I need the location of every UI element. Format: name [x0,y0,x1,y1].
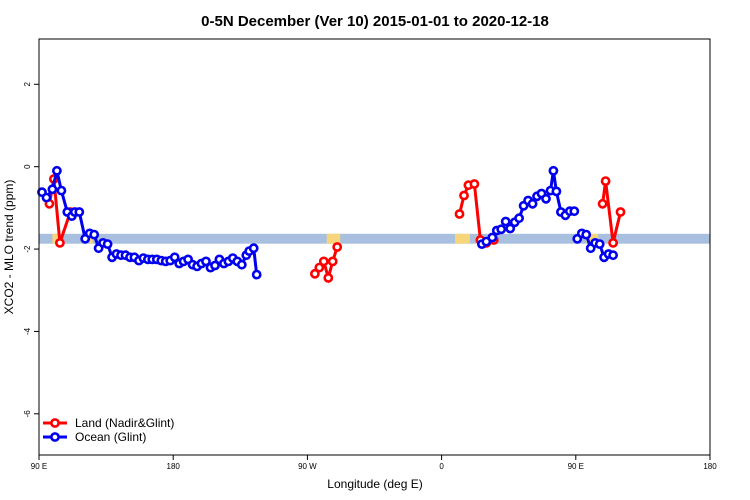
data-point [55,237,65,248]
x-tick-label: 90 E [568,462,584,471]
x-tick-label: 90 E [31,462,47,471]
band-ocean [39,233,710,244]
data-point [52,165,62,176]
data-point [500,216,511,227]
legend-item: Ocean (Glint) [43,430,146,444]
plot-frame [38,38,711,456]
data-point [581,229,592,240]
x-tick-label: 180 [167,462,181,471]
chart-title: 0-5N December (Ver 10) 2015-01-01 to 202… [201,13,549,30]
data-point [608,237,618,248]
band-land-segment [89,233,93,244]
y-axis-label: XCO2 - MLO trend (ppm) [2,180,16,315]
data-point [487,232,498,243]
data-point [594,239,605,249]
data-point [454,209,465,219]
data-point [323,272,334,283]
data-point [514,213,524,224]
data-point [541,193,551,204]
data-point [251,269,262,280]
series-layer [37,165,626,284]
legend: Land (Nadir&Glint)Ocean (Glint) [43,416,174,444]
x-axis-label: Longitude (deg E) [327,477,422,491]
data-point [548,165,559,176]
data-point [41,192,52,203]
series-ocean [37,165,618,280]
series-line [601,180,622,244]
data-point [74,207,85,217]
y-tick-label: -2 [23,245,32,253]
data-point [469,179,480,189]
data-point [600,176,611,186]
data-point [505,223,516,234]
data-point [459,190,469,201]
data-point [551,186,562,197]
legend-item: Land (Nadir&Glint) [43,416,174,430]
data-point [47,184,58,195]
legend-label: Ocean (Glint) [75,430,146,444]
surface-band [39,233,710,244]
data-point [314,262,325,273]
data-point [332,242,343,252]
data-point [496,224,507,235]
data-point [236,259,247,270]
legend-swatch-marker [50,418,60,428]
y-tick-label: 2 [23,82,32,87]
x-tick-label: 0 [439,462,444,471]
data-point [210,260,220,271]
data-point [569,206,580,217]
band-land-segment [326,233,341,244]
data-point [89,229,100,240]
x-tick-label: 180 [703,462,717,471]
data-point [102,239,113,249]
y-tick-label: -4 [23,327,32,335]
data-point [615,207,626,217]
band-land-segment [586,233,599,244]
data-point [169,252,180,263]
data-point [248,243,259,254]
data-point [318,256,329,267]
x-tick-label: 90 W [298,462,317,471]
y-tick-label: 0 [23,164,32,169]
data-point [327,256,338,267]
data-point [201,256,211,267]
data-point [56,185,67,196]
data-point [527,198,538,209]
data-point [597,198,608,209]
band-land-segment [455,233,470,244]
legend-swatch-marker [50,432,60,442]
legend-label: Land (Nadir&Glint) [75,416,174,430]
data-point [309,268,320,279]
band-land-segment [52,233,60,244]
data-point [608,250,618,261]
x-axis: 90 E 180 90 W 0 90 E 180 [31,455,717,471]
y-axis: 2 0 -2 -4 -6 [23,82,39,418]
y-tick-label: -6 [23,410,32,418]
